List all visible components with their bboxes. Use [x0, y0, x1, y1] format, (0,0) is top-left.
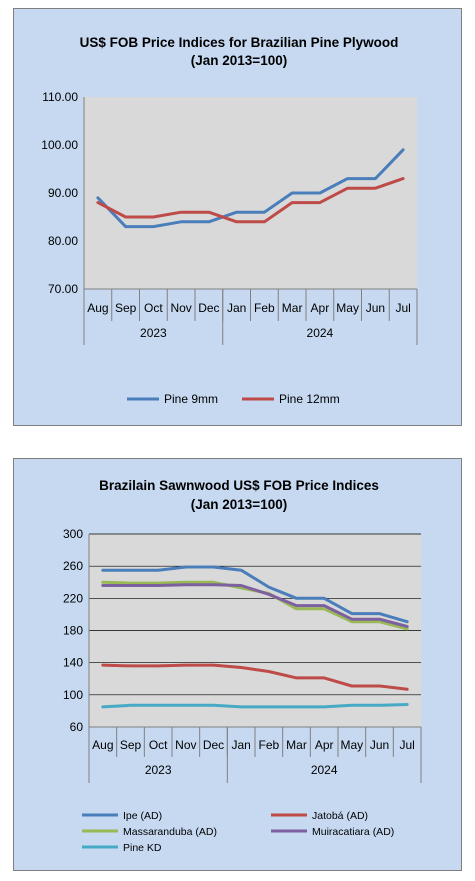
x-tick-label: May — [340, 738, 363, 752]
x-tick-label: Jul — [399, 738, 414, 752]
y-tick-label: 260 — [63, 559, 83, 573]
x-tick-label: Aug — [92, 738, 113, 752]
legend-label: Pine 9mm — [164, 392, 218, 406]
x-tick-label: Sep — [115, 301, 137, 315]
x-tick-label: Dec — [198, 301, 219, 315]
y-tick-label: 60 — [70, 720, 84, 734]
y-tick-label: 220 — [63, 591, 83, 605]
x-tick-label: Mar — [286, 738, 307, 752]
x-tick-label: Sep — [120, 738, 142, 752]
y-tick-label: 70.00 — [48, 282, 78, 296]
chart-subtitle: (Jan 2013=100) — [191, 53, 287, 68]
x-tick-label: Jan — [227, 301, 246, 315]
series-line — [101, 703, 409, 709]
chart-subtitle: (Jan 2013=100) — [191, 497, 287, 512]
x-group-label: 2024 — [307, 326, 334, 340]
x-tick-label: Nov — [175, 738, 196, 752]
legend-label: Pine KD — [123, 842, 162, 854]
x-tick-label: Jan — [231, 738, 250, 752]
x-group-label: 2023 — [140, 326, 167, 340]
chart-title: Brazilain Sawnwood US$ FOB Price Indices — [99, 478, 379, 493]
x-tick-label: Mar — [282, 301, 303, 315]
y-tick-label: 300 — [63, 527, 83, 541]
legend-label: Massaranduba (AD) — [123, 826, 217, 838]
x-tick-label: Dec — [203, 738, 224, 752]
y-tick-label: 110.00 — [42, 90, 78, 104]
x-tick-label: Jun — [366, 301, 385, 315]
plot-area — [84, 97, 417, 289]
y-tick-label: 80.00 — [48, 234, 78, 248]
legend-label: Pine 12mm — [279, 392, 340, 406]
x-group-label: 2024 — [311, 763, 338, 777]
y-tick-label: 140 — [63, 656, 83, 670]
x-tick-label: Apr — [311, 301, 330, 315]
x-tick-label: Apr — [315, 738, 334, 752]
series-line — [101, 583, 409, 628]
x-tick-label: Feb — [254, 301, 275, 315]
x-tick-label: May — [336, 301, 359, 315]
chart-title: US$ FOB Price Indices for Brazilian Pine… — [80, 35, 399, 50]
y-tick-label: 100.00 — [41, 138, 78, 152]
x-tick-label: Nov — [170, 301, 191, 315]
series-line — [101, 565, 409, 624]
x-tick-label: Oct — [144, 301, 163, 315]
x-tick-label: Aug — [87, 301, 108, 315]
x-tick-label: Jul — [395, 301, 410, 315]
plywood-chart: US$ FOB Price Indices for Brazilian Pine… — [41, 35, 418, 406]
x-tick-label: Jun — [370, 738, 389, 752]
legend-label: Muiracatiara (AD) — [312, 826, 394, 838]
y-tick-label: 90.00 — [48, 186, 78, 200]
x-tick-label: Oct — [149, 738, 168, 752]
legend-label: Jatobá (AD) — [312, 810, 368, 822]
sawnwood-chart-panel: Brazilain Sawnwood US$ FOB Price Indices… — [13, 458, 462, 871]
plywood-chart-panel: US$ FOB Price Indices for Brazilian Pine… — [13, 8, 462, 426]
sawnwood-chart: Brazilain Sawnwood US$ FOB Price Indices… — [63, 478, 422, 854]
x-group-label: 2023 — [145, 763, 172, 777]
y-tick-label: 180 — [63, 624, 83, 638]
legend-label: Ipe (AD) — [123, 810, 162, 822]
series-line — [96, 177, 405, 224]
series-line — [101, 663, 409, 691]
series-line — [96, 148, 405, 229]
y-tick-label: 100 — [63, 688, 83, 702]
x-tick-label: Feb — [258, 738, 279, 752]
